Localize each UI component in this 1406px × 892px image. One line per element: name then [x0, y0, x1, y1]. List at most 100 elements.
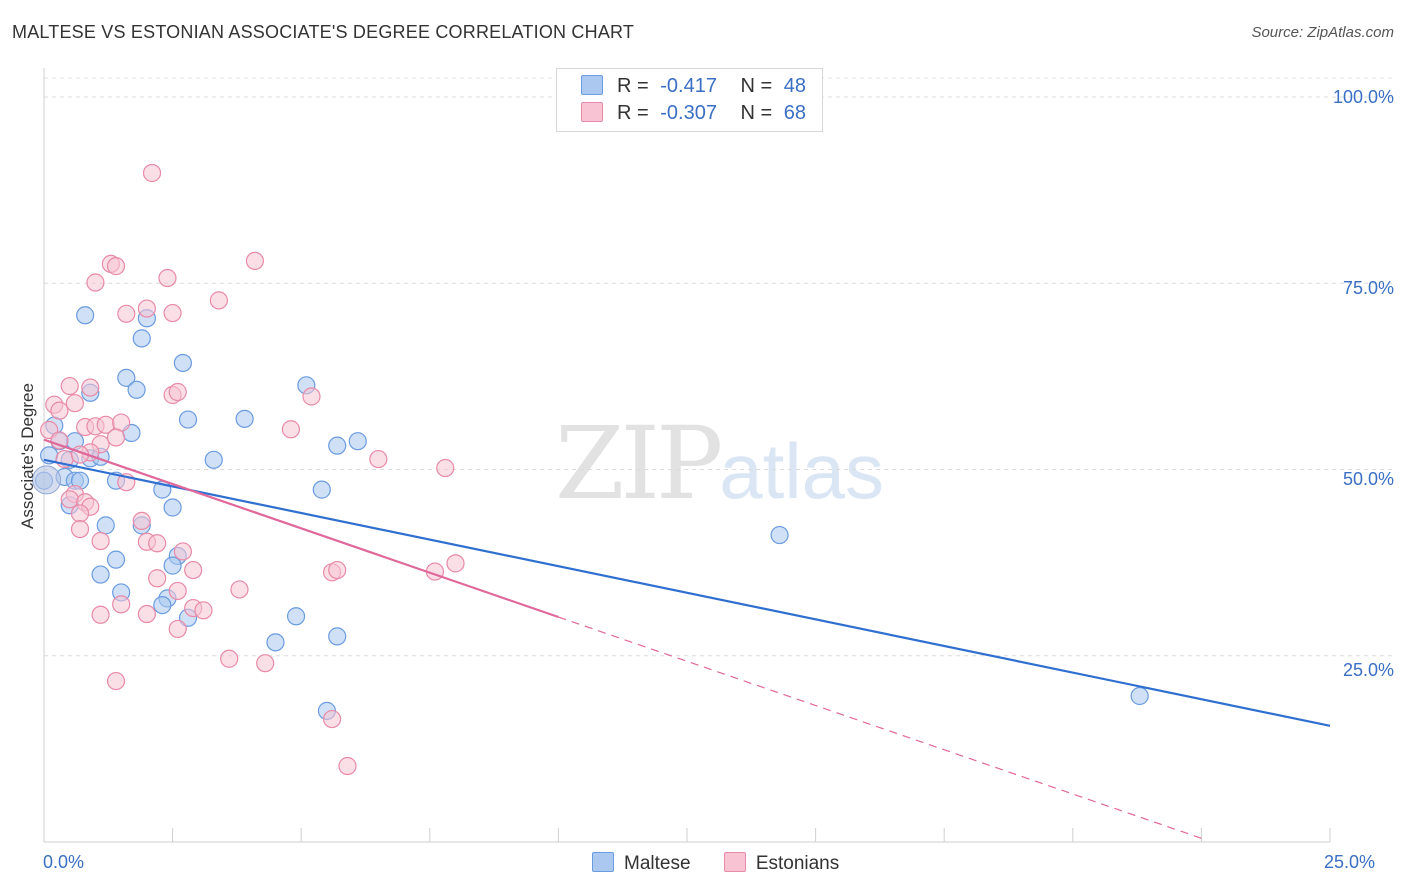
r-label: R =	[617, 102, 649, 124]
maltese-point	[235, 409, 254, 428]
legend-item-maltese[interactable]: Maltese	[592, 852, 691, 875]
r-value: -0.307	[660, 102, 717, 124]
estonians-point	[86, 273, 105, 292]
estonians-point	[338, 756, 357, 776]
estonians-point	[148, 534, 167, 553]
estonians-point	[436, 458, 455, 478]
estonians-point	[81, 378, 100, 397]
stats-row-maltese: R = -0.417 N = 48	[581, 75, 806, 101]
estonians-point	[184, 560, 203, 580]
estonians-point	[194, 601, 213, 620]
estonians-point	[65, 394, 84, 413]
legend-label: Maltese	[624, 853, 691, 874]
maltese-point	[163, 556, 182, 575]
maltese-swatch	[581, 75, 603, 95]
maltese-point	[153, 595, 172, 615]
watermark-atlas: atlas	[719, 427, 885, 515]
n-label: N =	[740, 75, 773, 97]
estonians-point	[50, 401, 69, 420]
estonians-point	[132, 511, 151, 531]
maltese-point	[127, 380, 146, 399]
n-value: 68	[783, 102, 807, 124]
maltese-point	[770, 525, 789, 545]
stats-legend: R = -0.417 N = 48 R = -0.307 N = 68	[556, 68, 823, 132]
maltese-point	[204, 450, 223, 469]
estonians-point	[60, 490, 79, 509]
source-label: Source: ZipAtlas.com	[1251, 24, 1394, 41]
r-label: R =	[617, 75, 649, 97]
maltese-point	[286, 607, 306, 626]
maltese-trend-line	[43, 458, 1331, 727]
estonians-point	[209, 291, 228, 310]
estonians-point	[369, 449, 388, 469]
estonians-point	[230, 580, 249, 599]
x-tick-label: 25.0%	[1324, 852, 1376, 872]
n-value: 48	[783, 75, 807, 97]
estonians-point	[168, 619, 187, 639]
estonians-point	[91, 605, 110, 624]
estonians-point	[70, 504, 90, 523]
estonians-point	[137, 299, 156, 318]
estonians-point	[106, 428, 126, 447]
estonians-point	[168, 382, 187, 402]
estonians-trend-extension	[558, 616, 1202, 839]
estonians-point	[91, 531, 110, 551]
maltese-point	[91, 565, 110, 584]
estonians-trend-line	[43, 438, 559, 619]
watermark-zip: ZIP	[555, 405, 723, 522]
estonians-point	[281, 420, 301, 439]
maltese-point	[266, 633, 285, 652]
watermark: ZIPatlas	[555, 405, 884, 522]
maltese-point	[106, 550, 126, 569]
maltese-point	[312, 480, 331, 499]
maltese-point	[76, 306, 95, 325]
maltese-point	[132, 329, 151, 348]
legend-item-estonians[interactable]: Estonians	[723, 852, 840, 875]
estonians-point	[142, 163, 162, 183]
legend-label: Estonians	[755, 853, 840, 874]
estonians-point	[106, 257, 126, 276]
estonians-point	[117, 304, 136, 323]
estonians-point	[173, 542, 192, 561]
y-tick-label: 100.0%	[1332, 87, 1394, 107]
y-axis-label: Associate's Degree	[18, 383, 37, 529]
x-tick-label: 0.0%	[43, 852, 85, 872]
estonians-point	[158, 268, 177, 288]
estonians-point	[163, 303, 182, 323]
n-label: N =	[740, 102, 773, 124]
estonians-point	[106, 671, 126, 691]
maltese-point	[96, 516, 115, 535]
maltese-swatch	[592, 852, 614, 872]
chart-title: MALTESE VS ESTONIAN ASSOCIATE'S DEGREE C…	[12, 22, 635, 42]
estonians-point	[302, 387, 321, 406]
series-legend: Maltese Estonians	[592, 852, 867, 875]
estonians-point	[112, 595, 131, 614]
estonians-point	[446, 554, 465, 573]
estonians-point	[322, 709, 342, 729]
estonians-point	[256, 654, 275, 673]
maltese-point	[328, 436, 347, 455]
estonians-point	[245, 251, 265, 270]
r-value: -0.417	[660, 75, 717, 97]
y-tick-label: 75.0%	[1342, 278, 1394, 298]
estonians-point	[148, 569, 167, 588]
estonians-point	[137, 604, 156, 624]
cluster-point	[32, 465, 62, 495]
stats-row-estonians: R = -0.307 N = 68	[581, 102, 806, 128]
estonians-swatch	[581, 102, 603, 122]
maltese-point	[173, 353, 192, 373]
estonians-point	[328, 560, 347, 580]
maltese-point	[163, 498, 182, 517]
maltese-point	[117, 368, 136, 387]
estonians-point	[70, 519, 90, 539]
y-tick-label: 50.0%	[1342, 469, 1394, 489]
maltese-point	[348, 432, 367, 451]
y-tick-label: 25.0%	[1342, 660, 1394, 680]
maltese-point	[178, 410, 198, 429]
estonians-point	[60, 376, 79, 396]
maltese-point	[328, 627, 347, 646]
estonians-point	[168, 581, 187, 601]
estonians-point	[220, 649, 239, 668]
estonians-swatch	[723, 852, 746, 872]
